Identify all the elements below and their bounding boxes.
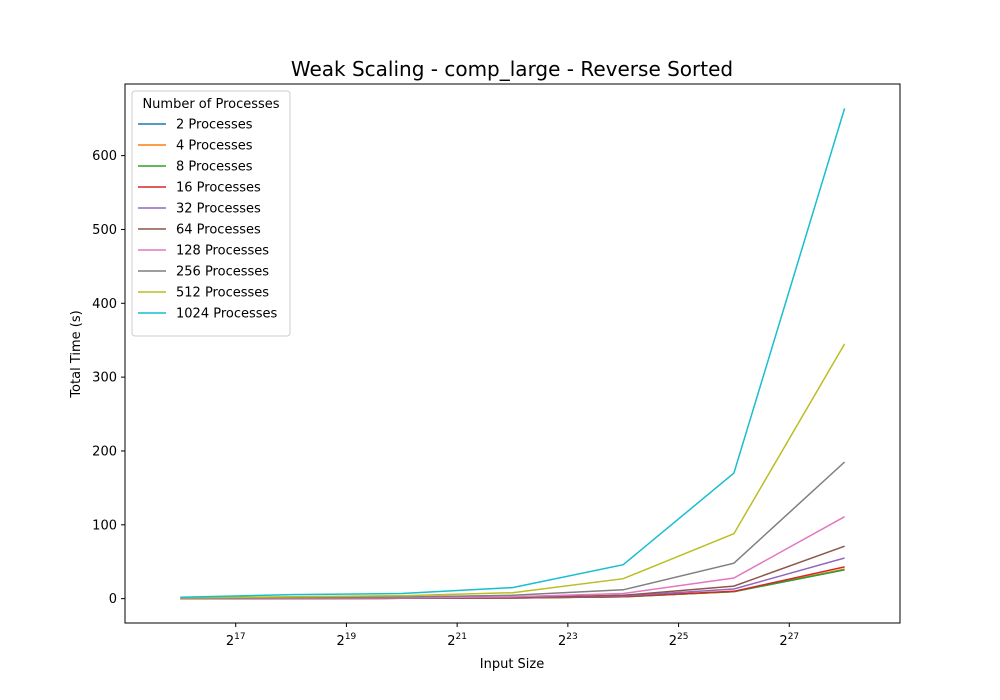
- y-tick-label: 400: [92, 297, 117, 312]
- x-tick-label: 223: [558, 632, 578, 649]
- legend-label: 4 Processes: [176, 139, 253, 154]
- y-axis: 0 100 200 300 400 500 600: [92, 149, 125, 607]
- legend-box: [131, 90, 291, 337]
- x-axis: 217 219 221 223 225 227: [226, 623, 799, 649]
- legend-label: 32 Processes: [176, 202, 261, 217]
- y-tick-label: 300: [92, 371, 117, 386]
- legend-label: 256 Processes: [176, 265, 269, 280]
- legend-title: Number of Processes: [142, 97, 279, 112]
- series-line-256: [180, 461, 846, 600]
- y-tick-label: 100: [92, 518, 117, 533]
- x-tick-label: 225: [669, 632, 689, 649]
- legend-label: 1024 Processes: [176, 307, 278, 322]
- x-axis-label: Input Size: [480, 657, 544, 672]
- chart-title: Weak Scaling - comp_large - Reverse Sort…: [291, 57, 733, 81]
- plot-lines: [180, 108, 846, 600]
- series-line-512: [180, 343, 846, 599]
- x-tick-label: 221: [447, 632, 467, 649]
- x-tick-label: 219: [337, 632, 357, 649]
- x-tick-label: 227: [779, 632, 799, 649]
- legend-label: 128 Processes: [176, 244, 269, 259]
- legend: Number of Processes 2 Processes 4 Processe…: [131, 90, 291, 337]
- x-tick-label: 217: [226, 632, 246, 649]
- y-tick-label: 200: [92, 444, 117, 459]
- series-line-1024: [180, 108, 846, 598]
- legend-label: 2 Processes: [176, 118, 253, 133]
- y-axis-label: Total Time (s): [69, 310, 84, 398]
- legend-label: 16 Processes: [176, 181, 261, 196]
- y-tick-label: 600: [92, 149, 117, 164]
- legend-label: 512 Processes: [176, 286, 269, 301]
- plot-frame: [124, 83, 901, 624]
- legend-label: 64 Processes: [176, 223, 261, 238]
- legend-label: 8 Processes: [176, 160, 253, 175]
- y-tick-label: 0: [109, 592, 117, 607]
- y-tick-label: 500: [92, 223, 117, 238]
